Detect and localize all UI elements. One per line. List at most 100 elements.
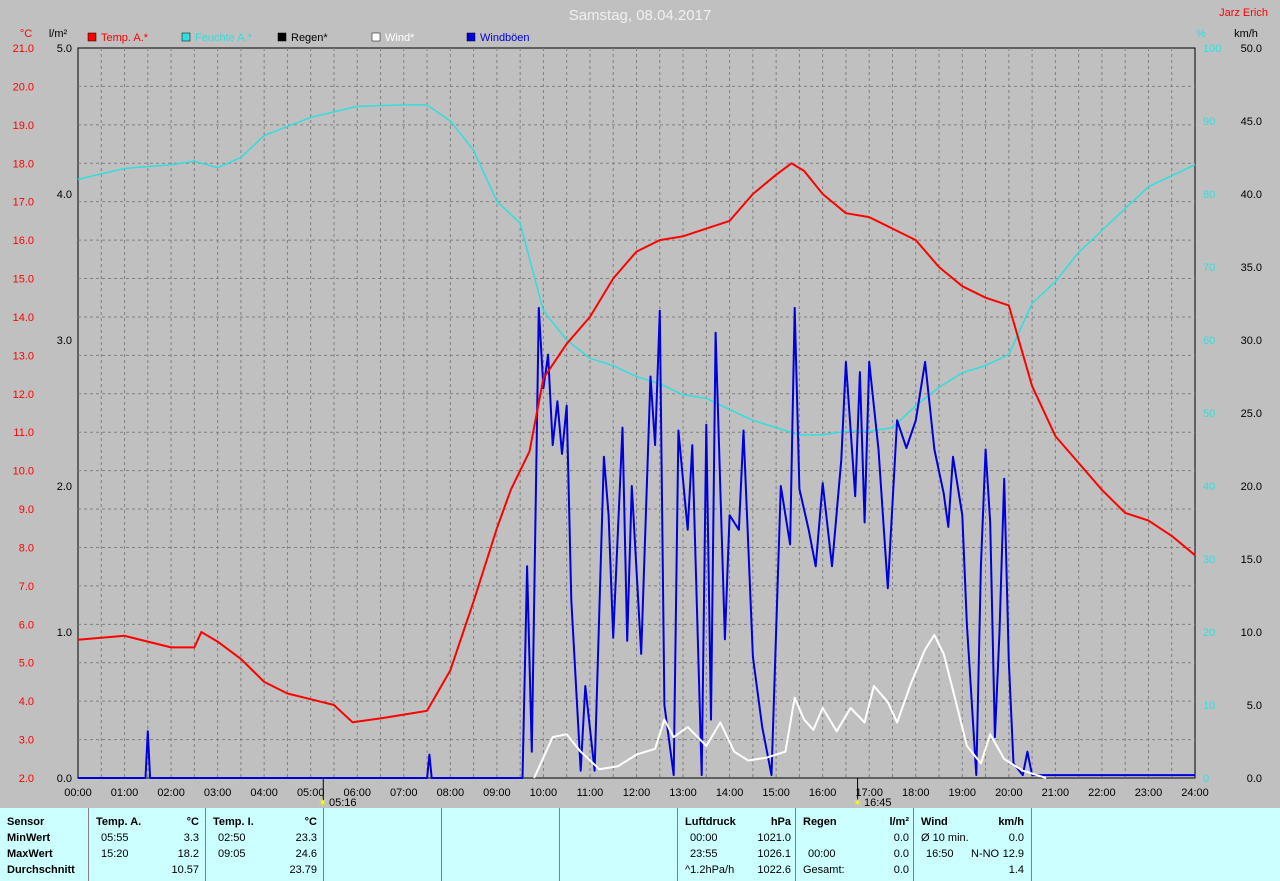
regen-min-val: 0.0 xyxy=(893,832,909,844)
regen-unit: l/m² xyxy=(889,816,909,828)
hum-tick-label: 50 xyxy=(1203,408,1215,420)
sunset-marker: ☀ 16:45 xyxy=(853,797,892,806)
temp-tick-label: 2.0 xyxy=(19,773,34,785)
rain-tick-label: 1.0 xyxy=(57,627,72,639)
x-tick-label: 03:00 xyxy=(204,787,232,799)
x-tick-label: 24:00 xyxy=(1181,787,1209,799)
temp-i-column: Temp. I. °C 02:50 23.3 09:05 24.6 23.79 xyxy=(205,808,324,881)
temp-tick-label: 8.0 xyxy=(19,542,34,554)
wind-tick-label: 25.0 xyxy=(1241,408,1262,420)
temp-tick-label: 15.0 xyxy=(13,274,34,286)
wind-tick-label: 45.0 xyxy=(1241,116,1262,128)
x-tick-label: 09:00 xyxy=(483,787,511,799)
luftdruck-header: Luftdruck xyxy=(685,816,736,828)
hum-tick-label: 20 xyxy=(1203,627,1215,639)
hum-tick-label: 70 xyxy=(1203,262,1215,274)
x-tick-label: 20:00 xyxy=(995,787,1023,799)
legend-swatch xyxy=(181,32,191,42)
luftdruck-min-val: 1021.0 xyxy=(757,832,791,844)
x-tick-label: 08:00 xyxy=(437,787,465,799)
regen-total-label: Gesamt: xyxy=(803,864,845,876)
temp-a-max-val: 18.2 xyxy=(177,848,199,860)
wind-tick-label: 10.0 xyxy=(1241,627,1262,639)
maxwert-label: MaxWert xyxy=(7,848,53,860)
wind-max-dir: N-NO xyxy=(971,848,1000,860)
hum-tick-label: 40 xyxy=(1203,481,1215,493)
temp-tick-label: 9.0 xyxy=(19,504,34,516)
sensor-column: Sensor MinWert MaxWert Durchschnitt xyxy=(0,808,88,881)
hum-tick-label: 30 xyxy=(1203,554,1215,566)
hum-tick-label: 90 xyxy=(1203,116,1215,128)
luftdruck-min-time: 00:00 xyxy=(690,832,718,844)
temp-a-unit: °C xyxy=(186,816,199,828)
temp-tick-label: 14.0 xyxy=(13,312,34,324)
statistics-panel: Sensor MinWert MaxWert Durchschnitt Temp… xyxy=(0,808,1280,881)
regen-total: 0.0 xyxy=(893,864,909,876)
x-tick-label: 14:00 xyxy=(716,787,744,799)
legend-label: Wind* xyxy=(385,32,415,44)
x-tick-label: 06:00 xyxy=(343,787,371,799)
legend-swatch xyxy=(466,32,476,42)
rain-tick-label: 5.0 xyxy=(57,43,72,55)
wind-max-time: 16:50 xyxy=(926,848,954,860)
temp-i-header: Temp. I. xyxy=(213,816,254,828)
temp-tick-label: 4.0 xyxy=(19,696,34,708)
sunrise-time: 05:16 xyxy=(329,797,357,806)
legend: Temp. A.* Feuchte A.* Regen* Wind* Windböen xyxy=(87,32,530,44)
x-tick-label: 15:00 xyxy=(762,787,790,799)
x-tick-label: 00:00 xyxy=(64,787,92,799)
legend-swatch xyxy=(371,32,381,42)
hum-unit-label: % xyxy=(1196,28,1206,40)
chart-title: Samstag, 08.04.2017 xyxy=(569,7,712,24)
luftdruck-column: Luftdruck hPa 00:00 1021.0 23:55 1026.1 … xyxy=(677,808,796,881)
legend-label: Windböen xyxy=(480,32,530,44)
x-tick-label: 21:00 xyxy=(1042,787,1070,799)
temp-tick-label: 6.0 xyxy=(19,619,34,631)
author-label: Jarz Erich xyxy=(1219,7,1268,19)
wind-tick-label: 5.0 xyxy=(1247,700,1262,712)
regen-column: Regen l/m² 00:00 0.0 0.0 Gesamt: 0.0 xyxy=(795,808,914,881)
x-tick-label: 23:00 xyxy=(1135,787,1163,799)
sunset-icon: ☀ xyxy=(853,798,862,806)
temp-i-max-val: 24.6 xyxy=(295,848,317,860)
rain-tick-label: 3.0 xyxy=(57,335,72,347)
wind-header: Wind xyxy=(921,816,948,828)
temp-tick-label: 16.0 xyxy=(13,235,34,247)
wind-tick-label: 35.0 xyxy=(1241,262,1262,274)
wind-unit: km/h xyxy=(998,816,1024,828)
empty-column-4 xyxy=(1031,808,1280,881)
x-tick-label: 01:00 xyxy=(111,787,139,799)
wind-max-val: 12.9 xyxy=(1002,848,1024,860)
minwert-label: MinWert xyxy=(7,832,51,844)
wind-avg10-label: Ø 10 min. xyxy=(921,832,969,844)
temp-a-max-time: 15:20 xyxy=(101,848,129,860)
legend-label: Feuchte A.* xyxy=(195,32,253,44)
wind-tick-label: 30.0 xyxy=(1241,335,1262,347)
empty-column-1 xyxy=(323,808,442,881)
x-tick-label: 16:00 xyxy=(809,787,837,799)
x-tick-label: 12:00 xyxy=(623,787,651,799)
wind-tick-label: 0.0 xyxy=(1247,773,1262,785)
temp-tick-label: 12.0 xyxy=(13,389,34,401)
rain-tick-label: 4.0 xyxy=(57,189,72,201)
legend-label: Regen* xyxy=(291,32,328,44)
grid xyxy=(78,48,1195,778)
x-tick-label: 18:00 xyxy=(902,787,930,799)
rain-tick-label: 0.0 xyxy=(57,773,72,785)
temp-tick-label: 18.0 xyxy=(13,158,34,170)
regen-max-val: 0.0 xyxy=(893,848,909,860)
rain-tick-label: 2.0 xyxy=(57,481,72,493)
temp-a-avg: 10.57 xyxy=(171,864,199,876)
temp-i-max-time: 09:05 xyxy=(218,848,246,860)
wind-tick-label: 40.0 xyxy=(1241,189,1262,201)
temp-a-min-val: 3.3 xyxy=(183,832,199,844)
sunset-time: 16:45 xyxy=(864,797,892,806)
wind-column: Wind km/h Ø 10 min. 0.0 16:50 N-NO 12.9 … xyxy=(913,808,1032,881)
x-tick-label: 04:00 xyxy=(250,787,278,799)
wind-unit-label: km/h xyxy=(1234,28,1258,40)
regen-header: Regen xyxy=(803,816,837,828)
series-line-temp-a xyxy=(77,162,1196,724)
hum-tick-label: 0 xyxy=(1203,773,1209,785)
temp-tick-label: 17.0 xyxy=(13,197,34,209)
x-tick-label: 10:00 xyxy=(530,787,558,799)
